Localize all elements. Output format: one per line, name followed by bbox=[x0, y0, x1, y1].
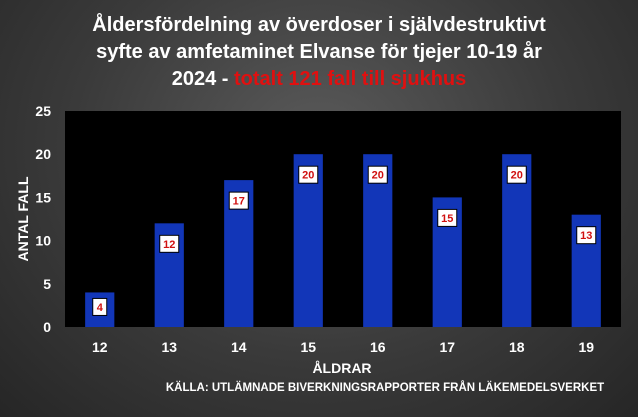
data-label-15: 20 bbox=[302, 170, 314, 182]
data-label-box-13 bbox=[159, 234, 180, 253]
title-line-2: syfte av amfetaminet Elvanse för tjejer … bbox=[96, 40, 542, 63]
x-tick-13: 13 bbox=[161, 339, 177, 355]
data-label-box-16 bbox=[367, 165, 388, 184]
data-label-14: 17 bbox=[233, 196, 245, 208]
data-label-13: 12 bbox=[163, 239, 175, 251]
title-line-1: Åldersfördelning av överdoser i självdes… bbox=[92, 12, 546, 36]
x-tick-17: 17 bbox=[439, 339, 455, 355]
data-label-box-19 bbox=[576, 226, 597, 245]
data-label-box-12 bbox=[92, 297, 108, 316]
data-label-19: 13 bbox=[580, 230, 592, 242]
y-tick-10: 10 bbox=[35, 233, 51, 249]
source-note: KÄLLA: UTLÄMNADE BIVERKNINGSRAPPORTER FR… bbox=[166, 381, 604, 394]
x-tick-labels: 12 13 14 15 16 17 18 19 bbox=[92, 339, 594, 355]
y-tick-20: 20 bbox=[35, 146, 51, 162]
x-tick-12: 12 bbox=[92, 339, 108, 355]
data-label-18: 20 bbox=[511, 170, 523, 182]
chart-title: Åldersfördelning av överdoser i självdes… bbox=[92, 12, 546, 90]
title-line-3-red: totalt 121 fall till sjukhus bbox=[234, 68, 466, 90]
data-label-17: 15 bbox=[441, 213, 453, 225]
data-label-16: 20 bbox=[372, 170, 384, 182]
y-tick-15: 15 bbox=[35, 189, 51, 205]
data-label-box-17 bbox=[437, 208, 458, 227]
y-tick-5: 5 bbox=[43, 276, 51, 292]
title-line-3: 2024 - totalt 121 fall till sjukhus bbox=[172, 68, 467, 90]
y-tick-0: 0 bbox=[43, 319, 51, 335]
title-line-3-white: 2024 - bbox=[172, 68, 234, 90]
bars: 4 12 17 20 20 15 20 13 bbox=[85, 154, 601, 327]
y-axis-label: ANTAL FALL bbox=[15, 176, 31, 261]
data-label-box-15 bbox=[298, 165, 319, 184]
data-label-box-14 bbox=[228, 191, 249, 210]
x-tick-15: 15 bbox=[300, 339, 316, 355]
data-label-12: 4 bbox=[97, 302, 104, 314]
x-tick-14: 14 bbox=[231, 339, 247, 355]
plot-area bbox=[65, 111, 621, 327]
x-tick-16: 16 bbox=[370, 339, 386, 355]
data-label-box-18 bbox=[506, 165, 527, 184]
x-axis-label: ÅLDRAR bbox=[312, 360, 371, 376]
x-tick-18: 18 bbox=[509, 339, 525, 355]
y-tick-labels: 0 5 10 15 20 25 bbox=[35, 103, 51, 335]
x-tick-19: 19 bbox=[578, 339, 594, 355]
y-tick-25: 25 bbox=[35, 103, 51, 119]
